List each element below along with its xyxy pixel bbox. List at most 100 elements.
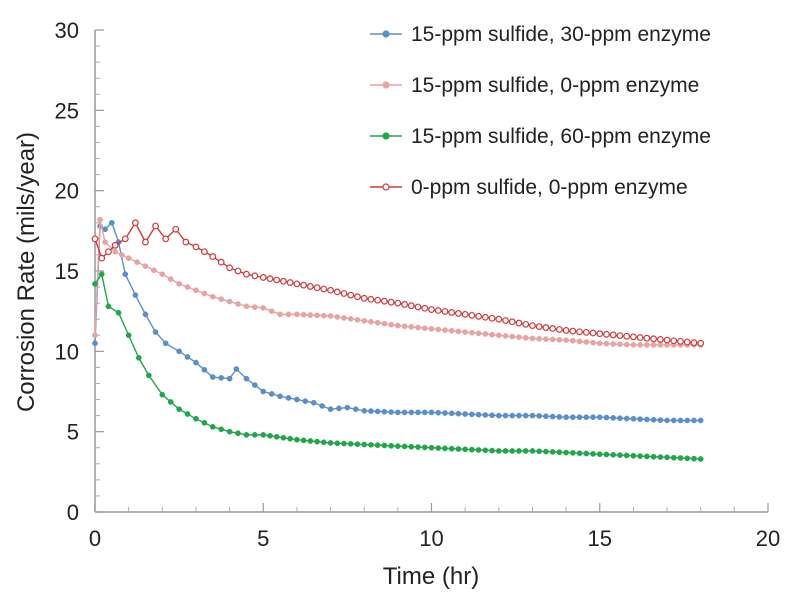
- data-point: [630, 415, 637, 422]
- data-point: [277, 311, 283, 318]
- data-point: [98, 254, 106, 262]
- data-point: [677, 417, 684, 424]
- data-point: [563, 337, 569, 343]
- data-point: [691, 455, 697, 462]
- data-point: [92, 332, 98, 339]
- data-point: [590, 414, 596, 421]
- data-point: [536, 335, 543, 342]
- data-point: [583, 450, 590, 457]
- data-point: [327, 406, 334, 413]
- data-point: [217, 258, 225, 266]
- data-point: [131, 219, 139, 227]
- data-point: [697, 456, 704, 462]
- legend-swatch-marker: [382, 132, 390, 140]
- data-point: [112, 248, 119, 255]
- y-tick-label: 5: [67, 420, 79, 445]
- data-point: [684, 455, 691, 462]
- data-point: [677, 455, 684, 461]
- data-point: [184, 284, 191, 290]
- axis-ticks: [94, 29, 769, 513]
- legend-label: 15-ppm sulfide, 60-ppm enzyme: [411, 125, 711, 148]
- x-axis-title: Time (hr): [383, 563, 479, 590]
- data-point: [388, 409, 394, 415]
- data-point: [182, 238, 190, 246]
- data-point: [102, 239, 108, 245]
- data-point: [334, 440, 341, 447]
- data-point: [590, 450, 596, 457]
- data-point: [327, 286, 334, 294]
- data-point: [462, 446, 468, 453]
- data-point: [341, 440, 347, 447]
- data-point: [609, 331, 617, 339]
- data-point: [489, 331, 495, 338]
- data-point: [251, 272, 259, 280]
- data-point: [344, 404, 351, 411]
- data-point: [280, 277, 287, 285]
- data-point: [286, 279, 294, 286]
- data-point: [489, 412, 495, 419]
- data-point: [218, 296, 225, 302]
- data-point: [536, 448, 543, 455]
- data-point: [644, 342, 650, 348]
- data-point: [610, 451, 617, 458]
- data-point: [226, 264, 234, 272]
- data-point: [664, 417, 670, 424]
- data-point: [697, 339, 705, 347]
- data-point: [529, 448, 536, 454]
- data-point: [251, 304, 258, 310]
- data-point: [395, 409, 401, 416]
- data-point: [549, 325, 557, 332]
- series-1: [92, 219, 704, 424]
- data-point: [637, 342, 643, 348]
- data-point: [522, 320, 530, 328]
- data-point: [555, 326, 563, 333]
- data-point: [488, 314, 496, 322]
- y-tick-label: 10: [55, 339, 79, 364]
- data-point: [347, 291, 355, 299]
- data-point: [697, 417, 704, 424]
- data-point: [475, 411, 482, 418]
- data-point: [529, 412, 536, 419]
- data-point: [475, 447, 482, 453]
- legend-item: 15-ppm sulfide, 0-ppm enzyme: [370, 74, 699, 97]
- data-point: [664, 454, 670, 461]
- data-point: [300, 437, 307, 444]
- data-point: [543, 448, 549, 455]
- data-point: [320, 285, 328, 293]
- data-point: [162, 340, 169, 347]
- data-point: [360, 294, 368, 302]
- data-point: [650, 453, 657, 460]
- data-point: [151, 267, 157, 274]
- data-point: [193, 287, 199, 294]
- data-point: [361, 317, 368, 324]
- data-point: [97, 216, 103, 223]
- data-point: [529, 335, 536, 342]
- data-point: [260, 305, 267, 311]
- data-point: [569, 450, 576, 456]
- data-point: [201, 419, 208, 426]
- data-point: [354, 293, 361, 301]
- data-point: [294, 396, 300, 403]
- data-point: [657, 454, 664, 460]
- data-point: [361, 407, 368, 414]
- data-point: [563, 414, 569, 421]
- data-point: [508, 318, 516, 326]
- data-point: [300, 311, 307, 318]
- data-point: [354, 441, 361, 448]
- data-point: [92, 281, 98, 287]
- data-point: [218, 374, 225, 381]
- data-point: [448, 410, 455, 417]
- data-point: [657, 342, 664, 348]
- data-point: [670, 337, 678, 345]
- data-point: [543, 336, 549, 342]
- data-point: [461, 310, 469, 318]
- data-point: [132, 292, 139, 298]
- data-point: [455, 446, 462, 452]
- data-point: [354, 316, 361, 323]
- data-point: [415, 444, 421, 450]
- data-point: [152, 329, 159, 335]
- data-point: [108, 219, 115, 226]
- data-point: [401, 301, 408, 308]
- data-point: [616, 332, 624, 339]
